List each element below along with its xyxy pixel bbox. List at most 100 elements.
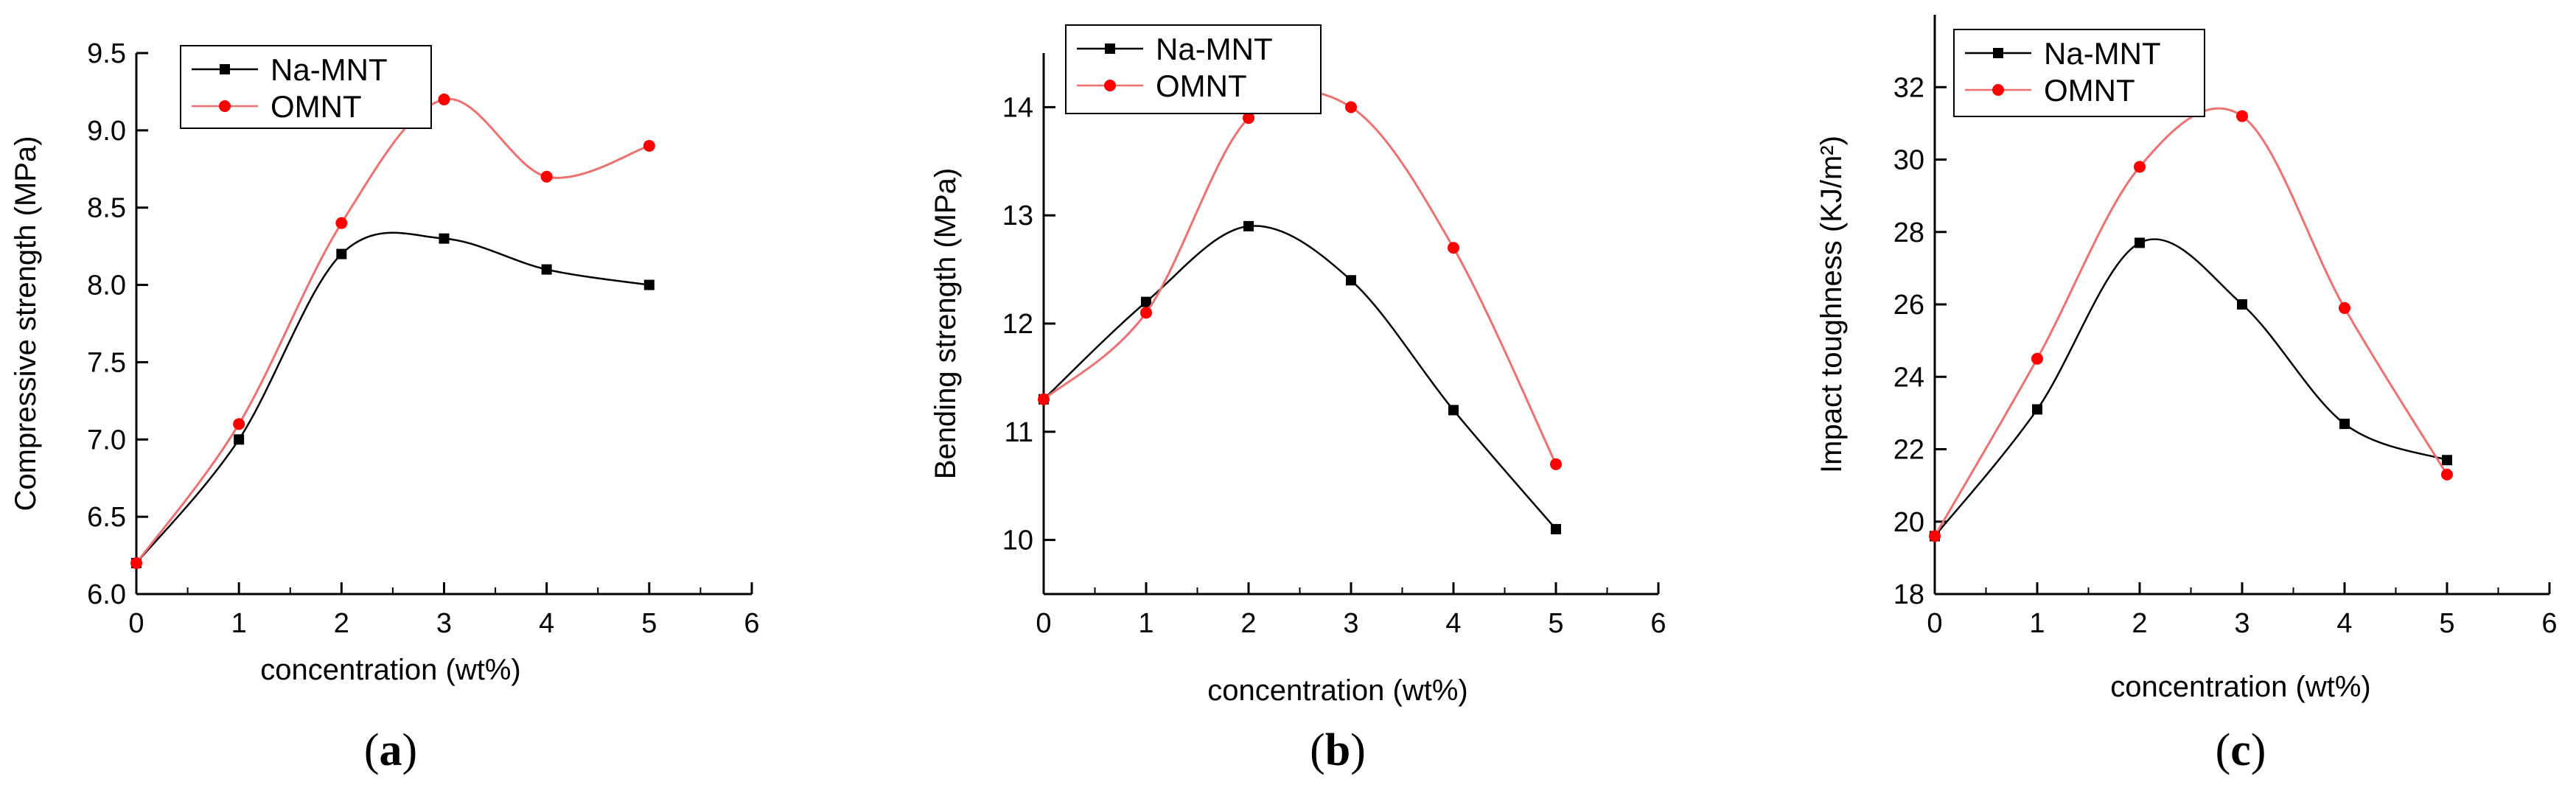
panel-label-open: ( xyxy=(1310,725,1325,775)
data-point-circle xyxy=(643,139,655,152)
x-tick-label: 4 xyxy=(539,608,554,639)
x-tick-label: 5 xyxy=(2439,608,2454,639)
panel-label-close: ) xyxy=(402,725,418,775)
y-tick-label: 9.0 xyxy=(87,116,126,147)
data-point-circle xyxy=(1038,393,1050,405)
x-tick-label: 6 xyxy=(2541,608,2557,639)
data-point-circle xyxy=(233,418,245,430)
x-tick-label: 1 xyxy=(2029,608,2045,639)
x-axis-title: concentration (wt%) xyxy=(1207,674,1467,707)
y-axis-title: Impact toughness (KJ/m²) xyxy=(1815,136,1848,473)
data-point-square xyxy=(1346,275,1356,286)
data-point-square xyxy=(1448,405,1459,416)
series-line xyxy=(135,97,650,564)
x-tick-label: 0 xyxy=(128,608,144,639)
data-point-square xyxy=(2135,237,2145,248)
x-tick-label: 5 xyxy=(641,608,657,639)
x-tick-label: 3 xyxy=(1343,608,1358,639)
data-point-circle xyxy=(1345,101,1357,114)
series-omnt xyxy=(1038,90,1562,470)
y-tick-label: 7.5 xyxy=(87,347,126,378)
y-tick-label: 30 xyxy=(1893,145,1924,176)
legend-label: OMNT xyxy=(2044,73,2135,108)
y-tick-label: 7.0 xyxy=(87,425,126,455)
y-tick-label: 18 xyxy=(1893,579,1924,610)
series-line xyxy=(1934,238,2448,537)
square-marker-icon xyxy=(1105,43,1115,54)
x-tick-label: 2 xyxy=(1240,608,1256,639)
data-point-circle xyxy=(1243,112,1254,125)
data-point-circle xyxy=(1929,530,1941,542)
data-point-square xyxy=(1243,220,1254,231)
panel-label-open: ( xyxy=(364,725,380,775)
x-tick-label: 4 xyxy=(2336,608,2352,639)
circle-marker-icon xyxy=(1992,84,2004,96)
series-na-mnt xyxy=(1930,237,2452,542)
legend-label: Na-MNT xyxy=(2044,36,2161,71)
panel-label: (c) xyxy=(2216,725,2266,775)
data-point-circle xyxy=(1140,307,1152,319)
x-tick-label: 3 xyxy=(2234,608,2249,639)
panel-label-open: ( xyxy=(2216,725,2231,775)
x-tick-label: 5 xyxy=(1548,608,1563,639)
series-line xyxy=(1933,107,2448,537)
legend-label: Na-MNT xyxy=(1156,32,1273,66)
y-tick-label: 11 xyxy=(1005,417,1033,448)
data-point-circle xyxy=(438,93,450,105)
panel-label-letter: b xyxy=(1325,725,1350,775)
x-tick-label: 6 xyxy=(1650,608,1666,639)
series-na-mnt xyxy=(1039,220,1561,534)
series-na-mnt xyxy=(131,231,655,569)
x-axis-title: concentration (wt%) xyxy=(2110,671,2370,703)
data-point-circle xyxy=(1550,458,1562,470)
panel-label-letter: a xyxy=(380,725,402,775)
x-tick-label: 4 xyxy=(1445,608,1461,639)
square-marker-icon xyxy=(1993,48,2003,58)
chart-panel-a: 0 1 2 3 4 5 6 6.0 6.5 7.0 7.5 8.0 8.5 9.0 9.5 concentra… xyxy=(10,38,760,775)
y-tick-label: 24 xyxy=(1893,362,1924,393)
series-line xyxy=(1043,225,1557,530)
y-tick-label: 28 xyxy=(1893,217,1924,248)
data-point-square xyxy=(439,233,450,244)
y-tick-label: 6.5 xyxy=(87,502,126,533)
y-axis-title: Bending strength (MPa) xyxy=(929,168,962,479)
data-point-square xyxy=(1141,296,1151,307)
x-tick-label: 0 xyxy=(1036,608,1051,639)
y-tick-label: 9.5 xyxy=(87,38,126,69)
y-tick-label: 22 xyxy=(1893,435,1924,466)
series-line xyxy=(1043,90,1557,465)
legend-label: Na-MNT xyxy=(270,52,388,87)
data-point-circle xyxy=(2236,110,2248,122)
data-point-circle xyxy=(540,170,553,183)
data-point-circle xyxy=(335,217,348,229)
y-tick-label: 8.0 xyxy=(87,270,126,301)
x-tick-label: 2 xyxy=(2132,608,2147,639)
y-axis-title: Compressive strength (MPa) xyxy=(10,136,42,511)
panel-label-close: ) xyxy=(2251,725,2266,775)
data-point-circle xyxy=(2031,352,2043,365)
data-point-square xyxy=(336,248,347,259)
series-line xyxy=(136,231,650,564)
data-point-square xyxy=(2032,404,2042,415)
x-axis-title: concentration (wt%) xyxy=(260,654,520,686)
data-point-circle xyxy=(2134,161,2146,173)
x-tick-label: 0 xyxy=(1927,608,1942,639)
x-tick-label: 2 xyxy=(334,608,349,639)
y-tick-label: 8.5 xyxy=(87,193,126,224)
chart-panel-c: 0 1 2 3 4 5 6 18 20 22 24 26 28 30 32 concentration (wt… xyxy=(1815,15,2558,775)
square-marker-icon xyxy=(220,64,230,74)
legend-box xyxy=(180,45,432,129)
series-omnt xyxy=(1929,107,2453,542)
data-point-square xyxy=(234,434,245,445)
data-point-square xyxy=(2339,419,2350,430)
legend-box xyxy=(1953,29,2205,117)
y-tick-label: 20 xyxy=(1893,507,1924,538)
y-tick-label: 13 xyxy=(1002,200,1033,231)
data-point-square xyxy=(2442,455,2452,466)
x-tick-label: 3 xyxy=(436,608,452,639)
y-tick-label: 26 xyxy=(1893,290,1924,321)
